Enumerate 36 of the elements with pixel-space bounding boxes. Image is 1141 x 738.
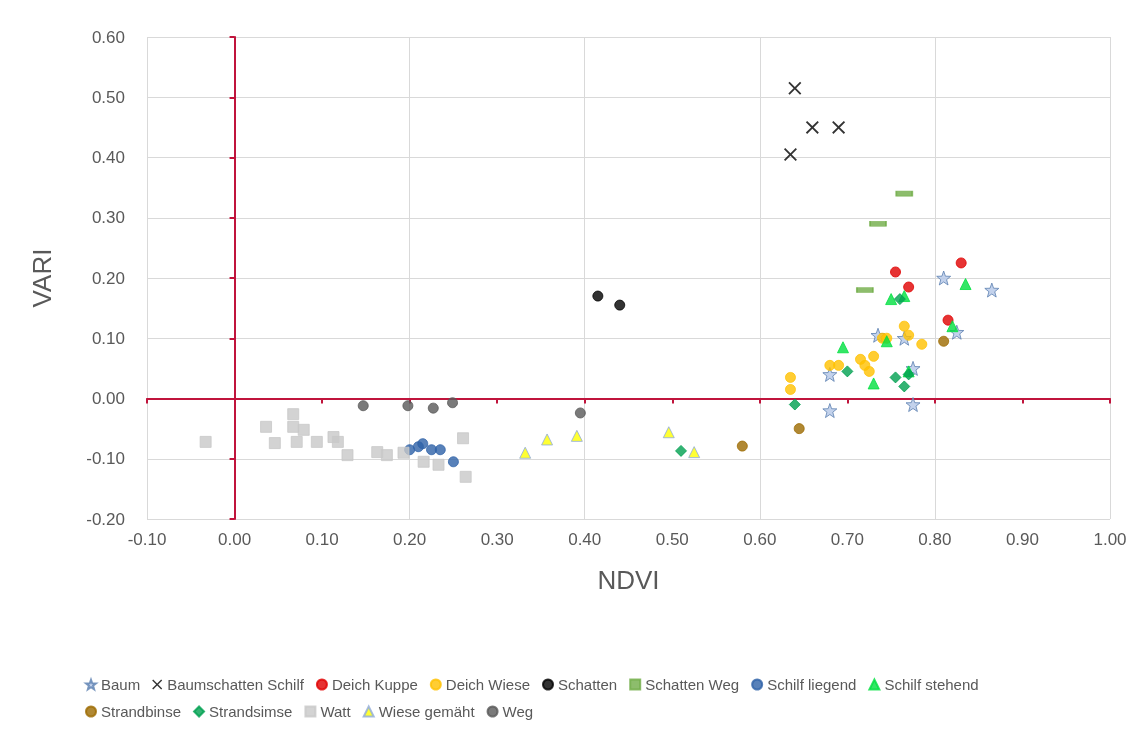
legend-label: Deich Wiese bbox=[445, 676, 531, 693]
x-tick-label: 0.40 bbox=[568, 530, 602, 549]
legend-label: Strandsimse bbox=[209, 703, 293, 720]
x-tick-label: 0.20 bbox=[393, 530, 427, 549]
y-tick-label: 0.20 bbox=[91, 268, 125, 288]
legend-label: Schatten bbox=[558, 676, 618, 693]
x-tick-label: 0.60 bbox=[743, 530, 777, 549]
x-tick-label: -0.10 bbox=[127, 530, 167, 549]
legend-label: Deich Kuppe bbox=[331, 676, 418, 693]
y-tick-label: 0.30 bbox=[91, 208, 125, 228]
legend-label: Schatten Weg bbox=[645, 676, 740, 693]
x-axis-title: NDVI bbox=[597, 565, 660, 595]
y-tick-label: -0.20 bbox=[86, 509, 125, 529]
x-tick-label: 0.80 bbox=[918, 530, 952, 549]
x-tick-label: 0.90 bbox=[1005, 530, 1039, 549]
legend-label: Baum bbox=[101, 676, 141, 693]
y-tick-label: -0.10 bbox=[86, 449, 125, 469]
x-tick-label: 0.00 bbox=[218, 530, 252, 549]
legend-label: Wiese gemäht bbox=[378, 703, 476, 720]
y-tick-label: 0.10 bbox=[91, 328, 125, 348]
legend-label: Watt bbox=[320, 703, 352, 720]
legend-label: Baumschatten Schilf bbox=[167, 676, 305, 693]
y-tick-label: 0.60 bbox=[91, 27, 125, 47]
legend-label: Strandbinse bbox=[101, 703, 182, 720]
y-tick-label: 0.50 bbox=[91, 87, 125, 107]
x-tick-label: 1.00 bbox=[1093, 530, 1127, 549]
x-tick-label: 0.70 bbox=[830, 530, 864, 549]
y-tick-label: 0.40 bbox=[91, 148, 125, 167]
x-tick-label: 0.30 bbox=[480, 530, 514, 549]
y-tick-label: 0.00 bbox=[91, 389, 125, 408]
legend-label: Schilf liegend bbox=[767, 676, 857, 693]
legend-label: Weg bbox=[502, 703, 534, 720]
x-tick-label: 0.10 bbox=[305, 530, 339, 549]
x-tick-label: 0.50 bbox=[655, 530, 689, 549]
legend-label: Schilf stehend bbox=[884, 676, 979, 693]
y-axis-title: VARI bbox=[27, 248, 57, 308]
